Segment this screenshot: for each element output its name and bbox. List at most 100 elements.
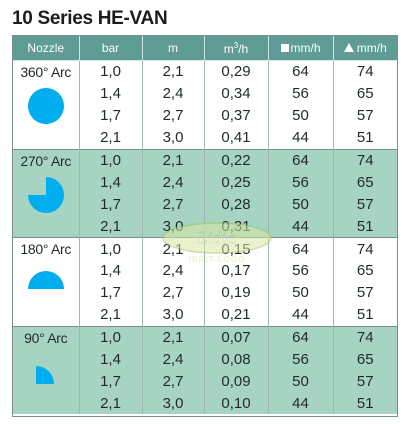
bar-cell: 1,0 [79, 237, 143, 261]
table-row: 1,7 2,7 0,28 50 57 [13, 193, 397, 216]
square-mmh-cell: 50 [268, 104, 334, 127]
square-mmh-cell: 56 [268, 82, 334, 105]
bar-cell: 1,7 [79, 281, 143, 304]
triangle-mmh-cell: 65 [333, 82, 397, 105]
square-mmh-cell: 50 [268, 281, 334, 304]
m3h-cell: 0,19 [204, 281, 269, 304]
triangle-mmh-cell: 65 [333, 348, 397, 371]
triangle-mmh-cell: 74 [333, 237, 397, 261]
bar-cell: 2,1 [79, 303, 143, 327]
nozzle-cell: 90° Arc [13, 325, 80, 415]
m3h-cell: 0,28 [204, 193, 269, 216]
triangle-mmh-cell: 57 [333, 104, 397, 127]
m3h-cell: 0,09 [204, 370, 269, 393]
table-row: 1,4 2,4 0,08 56 65 [13, 348, 397, 371]
bar-cell: 1,0 [79, 148, 143, 172]
m3h-cell: 0,22 [204, 148, 269, 172]
table-row: 1,4 2,4 0,17 56 65 [13, 260, 397, 282]
square-mmh-cell: 56 [268, 260, 334, 282]
square-mmh-cell: 64 [268, 237, 334, 261]
three-quarter-circle-icon [13, 175, 79, 219]
nozzle-performance-table: Nozzle bar m m3/h mm/h mm/h 360° Arc 1,0 2… [12, 35, 398, 417]
m3h-cell: 0,07 [204, 325, 269, 349]
table-row: 270° Arc 1,0 2,1 0,22 64 74 [13, 148, 397, 238]
table-row: 2,1 3,0 0,41 44 51 [13, 126, 397, 150]
square-mmh-cell: 56 [268, 171, 334, 194]
m-cell: 2,7 [142, 281, 205, 304]
bar-cell: 1,7 [79, 370, 143, 393]
m-cell: 2,4 [142, 348, 205, 371]
m-cell: 2,7 [142, 193, 205, 216]
header-row: Nozzle bar m m3/h mm/h mm/h [13, 36, 397, 61]
m3h-cell: 0,15 [204, 237, 269, 261]
half-circle-icon [13, 263, 79, 307]
m3h-cell: 0,37 [204, 104, 269, 127]
full-circle-icon [13, 86, 79, 130]
bar-cell: 1,7 [79, 104, 143, 127]
square-mmh-cell: 56 [268, 348, 334, 371]
m-cell: 3,0 [142, 392, 205, 415]
table-row: 180° Arc 1,0 2,1 0,15 64 74 [13, 237, 397, 327]
triangle-icon [343, 43, 354, 52]
m-cell: 2,4 [142, 82, 205, 105]
m3h-cell: 0,08 [204, 348, 269, 371]
table-row: 90° Arc 1,0 2,1 0,07 64 74 [13, 325, 397, 415]
triangle-mmh-cell: 51 [333, 215, 397, 238]
square-mmh-cell: 64 [268, 59, 334, 83]
m-cell: 2,4 [142, 171, 205, 194]
nozzle-label: 270° Arc [20, 152, 72, 169]
m-cell: 2,1 [142, 325, 205, 349]
table-row: 360° Arc 1,0 2,1 0,29 64 74 [13, 59, 397, 150]
nozzle-cell: 270° Arc [13, 148, 80, 238]
nozzle-label: 180° Arc [20, 241, 72, 258]
header-m3h-sup: 3 [233, 40, 239, 50]
triangle-mmh-cell: 51 [333, 392, 397, 415]
square-mmh-cell: 64 [268, 148, 334, 172]
square-icon [280, 44, 289, 52]
square-mmh-cell: 44 [268, 303, 334, 327]
triangle-mmh-cell: 74 [333, 59, 397, 83]
bar-cell: 1,0 [79, 59, 143, 83]
triangle-mmh-cell: 65 [333, 260, 397, 282]
header-square-mmh: mm/h [268, 36, 334, 61]
triangle-mmh-cell: 74 [333, 148, 397, 172]
square-mmh-cell: 44 [268, 392, 334, 415]
header-nozzle: Nozzle [13, 36, 80, 61]
table-row: 1,4 2,4 0,34 56 65 [13, 82, 397, 105]
triangle-mmh-cell: 74 [333, 325, 397, 349]
m-cell: 2,7 [142, 104, 205, 127]
m-cell: 3,0 [142, 215, 205, 238]
nozzle-cell: 360° Arc [13, 60, 80, 150]
table-row: 1,7 2,7 0,09 50 57 [13, 370, 397, 393]
square-mmh-cell: 50 [268, 370, 334, 393]
quarter-circle-icon [13, 352, 79, 396]
bar-cell: 1,4 [79, 260, 143, 282]
square-mmh-cell: 44 [268, 215, 334, 238]
m3h-cell: 0,29 [204, 59, 269, 83]
header-triangle-mmh: mm/h [333, 36, 397, 61]
header-m3h: m3/h [204, 36, 269, 61]
triangle-mmh-cell: 57 [333, 281, 397, 304]
m-cell: 3,0 [142, 303, 205, 327]
m3h-cell: 0,41 [204, 126, 269, 150]
m-cell: 2,1 [142, 237, 205, 261]
m-cell: 2,1 [142, 148, 205, 172]
m-cell: 2,4 [142, 260, 205, 282]
square-mmh-cell: 44 [268, 126, 334, 150]
table-row: 2,1 3,0 0,21 44 51 [13, 303, 397, 327]
triangle-mmh-cell: 57 [333, 370, 397, 393]
square-mmh-cell: 64 [268, 325, 334, 349]
bar-cell: 1,4 [79, 171, 143, 194]
m3h-cell: 0,34 [204, 82, 269, 105]
header-square-mmh-label: mm/h [290, 41, 321, 55]
bar-cell: 2,1 [79, 126, 143, 150]
table-row: 1,7 2,7 0,37 50 57 [13, 104, 397, 127]
triangle-mmh-cell: 51 [333, 126, 397, 150]
nozzle-label: 360° Arc [20, 64, 72, 80]
square-mmh-cell: 50 [268, 193, 334, 216]
m3h-cell: 0,10 [204, 392, 269, 415]
page-title: 10 Series HE-VAN [12, 8, 168, 29]
m3h-cell: 0,21 [204, 303, 269, 327]
bar-cell: 2,1 [79, 215, 143, 238]
m-cell: 2,7 [142, 370, 205, 393]
